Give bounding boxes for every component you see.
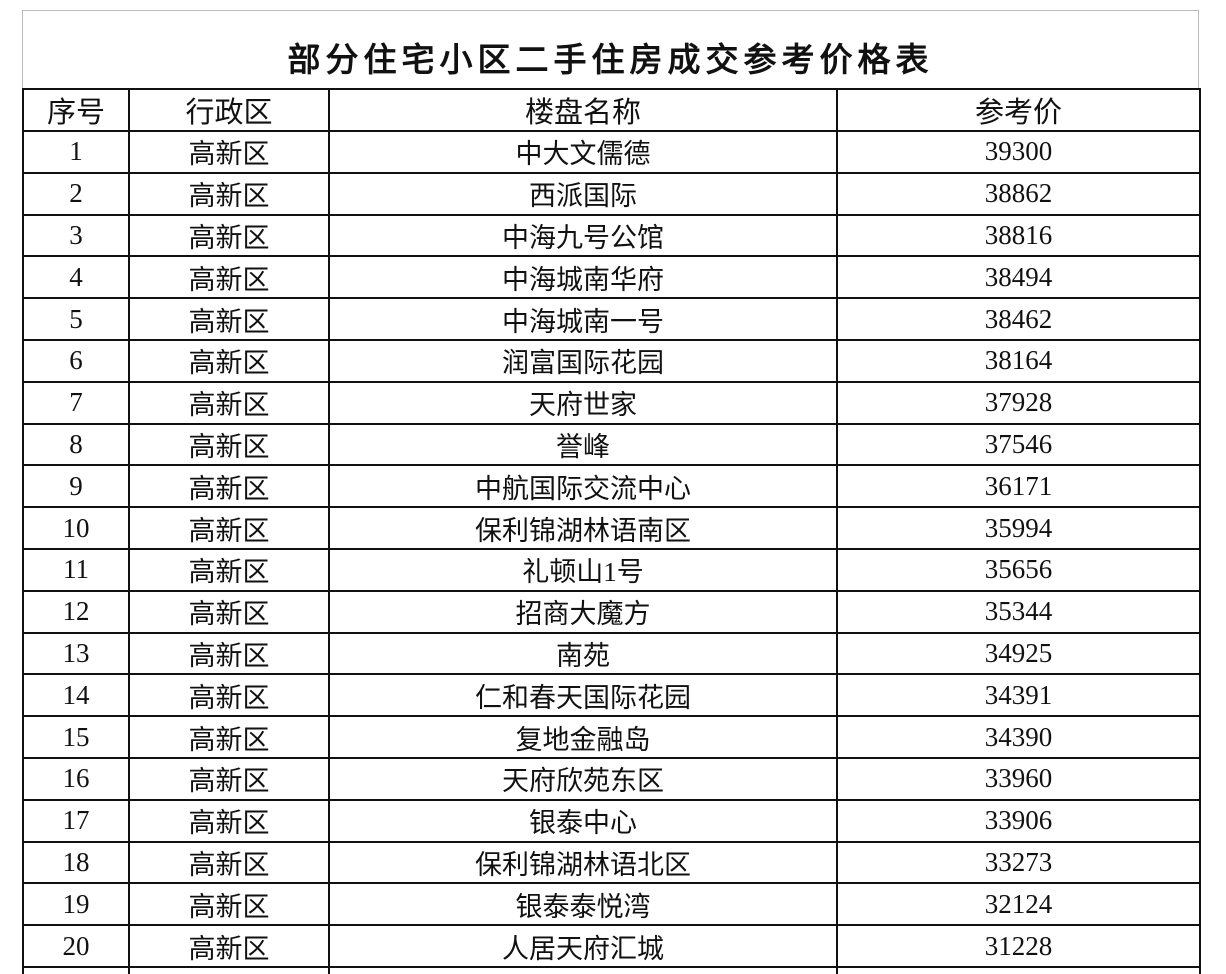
- table-cell: 37928: [838, 382, 1201, 425]
- table-cell: 31228: [838, 926, 1201, 968]
- table-cell: 38862: [838, 173, 1201, 216]
- table-cell: 19: [22, 884, 130, 927]
- table-cell: 38462: [838, 299, 1201, 341]
- table-cell: 38164: [838, 341, 1201, 383]
- table-cell: 高新区: [130, 215, 330, 258]
- column-header: 行政区: [130, 88, 330, 132]
- table-cell: 高新区: [130, 341, 330, 383]
- table-cell: 高新区: [130, 591, 330, 634]
- table-cell: 礼顿山1号: [330, 550, 838, 592]
- table-cell: 34391: [838, 675, 1201, 718]
- table-cell-edge: [330, 968, 838, 974]
- table-cell: 17: [22, 800, 130, 843]
- column-header: 序号: [22, 88, 130, 132]
- table-cell: 11: [22, 550, 130, 592]
- table-cell: 35994: [838, 508, 1201, 550]
- table-cell: 中大文儒德: [330, 132, 838, 174]
- table-cell: 33960: [838, 759, 1201, 801]
- table-cell: 15: [22, 717, 130, 759]
- table-cell-edge: [22, 968, 130, 974]
- table-cell: 13: [22, 633, 130, 676]
- table-cell: 10: [22, 508, 130, 550]
- table-cell: 38494: [838, 257, 1201, 300]
- table-cell: 高新区: [130, 382, 330, 425]
- table-cell: 人居天府汇城: [330, 926, 838, 968]
- table-cell: 34390: [838, 717, 1201, 759]
- table-cell-edge: [838, 968, 1201, 974]
- table-cell: 高新区: [130, 633, 330, 676]
- table-cell: 天府欣苑东区: [330, 759, 838, 801]
- table-cell: 35656: [838, 550, 1201, 592]
- table-cell: 35344: [838, 591, 1201, 634]
- table-cell: 高新区: [130, 299, 330, 341]
- column-header: 参考价: [838, 88, 1201, 132]
- table-cell: 高新区: [130, 675, 330, 718]
- table-cell: 高新区: [130, 466, 330, 509]
- title-box: 部分住宅小区二手住房成交参考价格表: [22, 10, 1199, 88]
- table-cell: 32124: [838, 884, 1201, 927]
- table-cell: 高新区: [130, 842, 330, 885]
- table-cell: 高新区: [130, 884, 330, 927]
- table-cell: 天府世家: [330, 382, 838, 425]
- table-cell: 7: [22, 382, 130, 425]
- table-cell: 20: [22, 926, 130, 968]
- table-cell: 银泰中心: [330, 800, 838, 843]
- table-cell: 保利锦湖林语北区: [330, 842, 838, 885]
- table-cell: 8: [22, 424, 130, 467]
- table-cell: 37546: [838, 424, 1201, 467]
- table-cell: 14: [22, 675, 130, 718]
- table-cell: 5: [22, 299, 130, 341]
- table-cell: 34925: [838, 633, 1201, 676]
- table-cell: 38816: [838, 215, 1201, 258]
- table-cell: 高新区: [130, 257, 330, 300]
- table-cell: 高新区: [130, 717, 330, 759]
- table-cell: 润富国际花园: [330, 341, 838, 383]
- table-title: 部分住宅小区二手住房成交参考价格表: [287, 40, 934, 79]
- table-cell-edge: [130, 968, 330, 974]
- table-cell: 高新区: [130, 800, 330, 843]
- table-cell: 高新区: [130, 926, 330, 968]
- table-cell: 高新区: [130, 508, 330, 550]
- table-cell: 誉峰: [330, 424, 838, 467]
- table-cell: 银泰泰悦湾: [330, 884, 838, 927]
- table-cell: 高新区: [130, 173, 330, 216]
- table-cell: 复地金融岛: [330, 717, 838, 759]
- table-cell: 16: [22, 759, 130, 801]
- table-cell: 西派国际: [330, 173, 838, 216]
- table-cell: 南苑: [330, 633, 838, 676]
- table-cell: 3: [22, 215, 130, 258]
- table-cell: 39300: [838, 132, 1201, 174]
- table-cell: 4: [22, 257, 130, 300]
- table-cell: 中海城南华府: [330, 257, 838, 300]
- table-cell: 2: [22, 173, 130, 216]
- table-cell: 12: [22, 591, 130, 634]
- column-header: 楼盘名称: [330, 88, 838, 132]
- table-cell: 1: [22, 132, 130, 174]
- table-cell: 6: [22, 341, 130, 383]
- table-cell: 中航国际交流中心: [330, 466, 838, 509]
- table-cell: 高新区: [130, 424, 330, 467]
- table-cell: 仁和春天国际花园: [330, 675, 838, 718]
- table-cell: 高新区: [130, 132, 330, 174]
- table-cell: 高新区: [130, 550, 330, 592]
- table-cell: 高新区: [130, 759, 330, 801]
- table-cell: 18: [22, 842, 130, 885]
- table-cell: 33273: [838, 842, 1201, 885]
- table-cell: 中海城南一号: [330, 299, 838, 341]
- table-cell: 36171: [838, 466, 1201, 509]
- table-cell: 保利锦湖林语南区: [330, 508, 838, 550]
- table-cell: 招商大魔方: [330, 591, 838, 634]
- table-cell: 中海九号公馆: [330, 215, 838, 258]
- table-cell: 33906: [838, 800, 1201, 843]
- table-cell: 9: [22, 466, 130, 509]
